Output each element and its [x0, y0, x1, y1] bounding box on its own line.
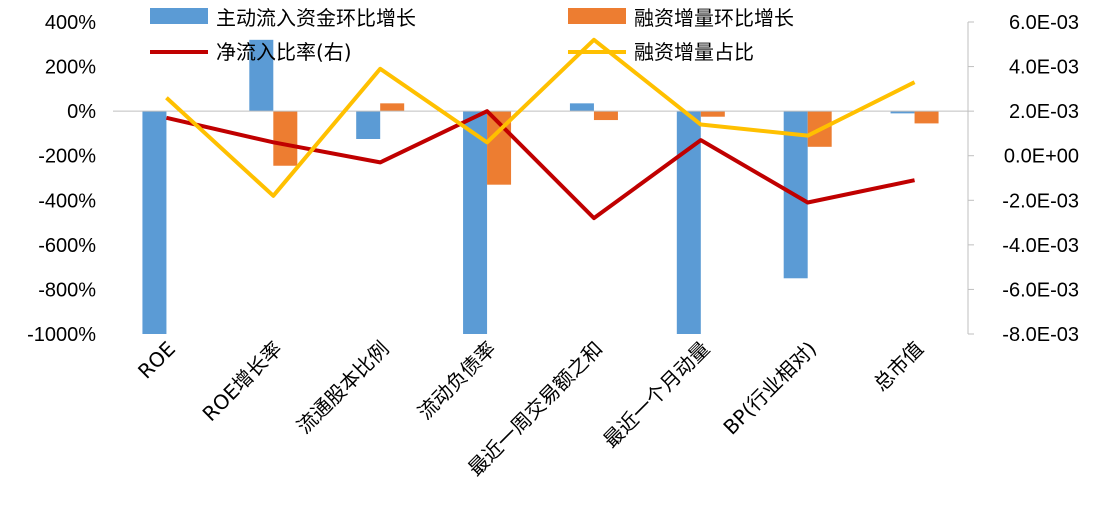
left-tick-label: -600% — [38, 235, 96, 257]
right-tick-label: -8.0E-03 — [1002, 324, 1079, 346]
bar — [890, 111, 915, 114]
left-tick-label: 400% — [45, 12, 96, 34]
left-tick-label: 0% — [67, 101, 96, 123]
right-tick-label: 6.0E-03 — [1009, 12, 1079, 34]
bar — [142, 111, 167, 335]
category-label: BP(行业相对) — [718, 337, 821, 440]
right-axis-ticks: 6.0E-03 4.0E-03 2.0E-03 0.0E+00 -2.0E-03 -4.0… — [968, 12, 1079, 346]
category-label: 总市值 — [869, 337, 928, 396]
bar — [569, 103, 594, 112]
bar — [700, 111, 725, 117]
left-tick-label: -400% — [38, 190, 96, 212]
legend-swatch — [568, 8, 626, 24]
legend-swatch — [150, 8, 208, 24]
bars — [142, 39, 939, 335]
left-axis-ticks: 400% 200% 0% -200% -400% -600% -800% -1000% — [27, 12, 96, 346]
category-label: ROE增长率 — [198, 337, 287, 426]
category-label: 流通股本比例 — [292, 337, 394, 439]
left-tick-label: -200% — [38, 146, 96, 168]
right-tick-label: -6.0E-03 — [1002, 279, 1079, 301]
category-label: 最近一个月动量 — [598, 337, 714, 453]
bar — [356, 111, 381, 139]
bar — [273, 111, 298, 166]
legend-label: 净流入比率(右) — [216, 40, 352, 64]
left-tick-label: -1000% — [27, 324, 96, 346]
category-label: ROE — [133, 337, 180, 384]
right-tick-label: 0.0E+00 — [1004, 146, 1079, 168]
series-lines — [165, 37, 916, 221]
series-line — [165, 109, 915, 221]
legend-label: 融资增量环比增长 — [634, 6, 794, 30]
bar — [380, 103, 405, 112]
right-tick-label: -4.0E-03 — [1002, 235, 1079, 257]
right-tick-label: -2.0E-03 — [1002, 190, 1079, 212]
bar — [463, 111, 488, 335]
right-tick-label: 4.0E-03 — [1009, 57, 1079, 79]
left-tick-label: 200% — [45, 57, 96, 79]
series-line — [165, 37, 916, 198]
bar — [593, 111, 618, 121]
category-label: 流动负债率 — [413, 337, 501, 425]
right-tick-label: 2.0E-03 — [1009, 101, 1079, 123]
left-tick-label: -800% — [38, 279, 96, 301]
legend-label: 主动流入资金环比增长 — [216, 6, 416, 30]
bar — [249, 39, 274, 112]
legend-label: 融资增量占比 — [634, 40, 754, 64]
bar — [914, 111, 939, 124]
